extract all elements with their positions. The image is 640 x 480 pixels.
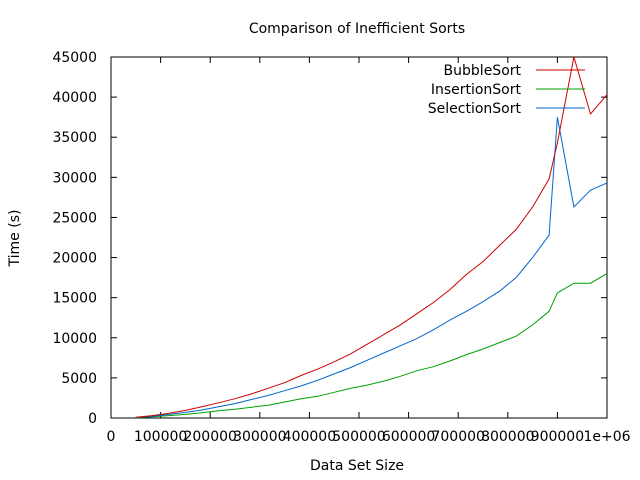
y-tick-label: 35000 [52,130,97,146]
x-tick-label: 600000 [382,429,435,445]
data-lines [135,56,608,419]
legend-label: BubbleSort [444,63,522,79]
legend-label: InsertionSort [431,82,522,98]
y-tick-label: 45000 [52,50,97,66]
series-line-bubblesort [135,56,608,418]
x-tick-label: 300000 [233,429,286,445]
x-tick-label: 0 [107,429,116,445]
y-tick-label: 30000 [52,170,97,186]
x-tick-label: 400000 [283,429,336,445]
y-tick-label: 10000 [52,331,97,347]
x-tick-label: 200000 [183,429,236,445]
x-tick-label: 500000 [332,429,385,445]
x-tick-label: 800000 [481,429,534,445]
x-axis-label: Data Set Size [310,458,404,474]
series-line-insertionsort [135,273,608,419]
y-tick-label: 25000 [52,210,97,226]
chart-title: Comparison of Inefficient Sorts [249,21,465,37]
series-line-selectionsort [135,117,608,418]
x-tick-label: 900000 [531,429,584,445]
x-tick-label: 100000 [134,429,187,445]
legend: BubbleSort InsertionSort SelectionSort [428,63,585,117]
x-axis-ticks: 0 100000200000300000400000500000600000700… [107,57,631,445]
y-tick-label: 0 [88,411,97,427]
x-tick-label: 1e+06 [583,429,630,445]
y-tick-label: 20000 [52,251,97,267]
legend-label: SelectionSort [428,101,522,117]
y-tick-label: 40000 [52,90,97,106]
y-axis-label: Time (s) [7,210,23,268]
y-tick-label: 5000 [61,371,97,387]
x-tick-label: 700000 [431,429,484,445]
y-axis-ticks: 0 5000 10000 15000 20000 25000 30000 35000 40000… [52,50,607,427]
y-tick-label: 15000 [52,291,97,307]
